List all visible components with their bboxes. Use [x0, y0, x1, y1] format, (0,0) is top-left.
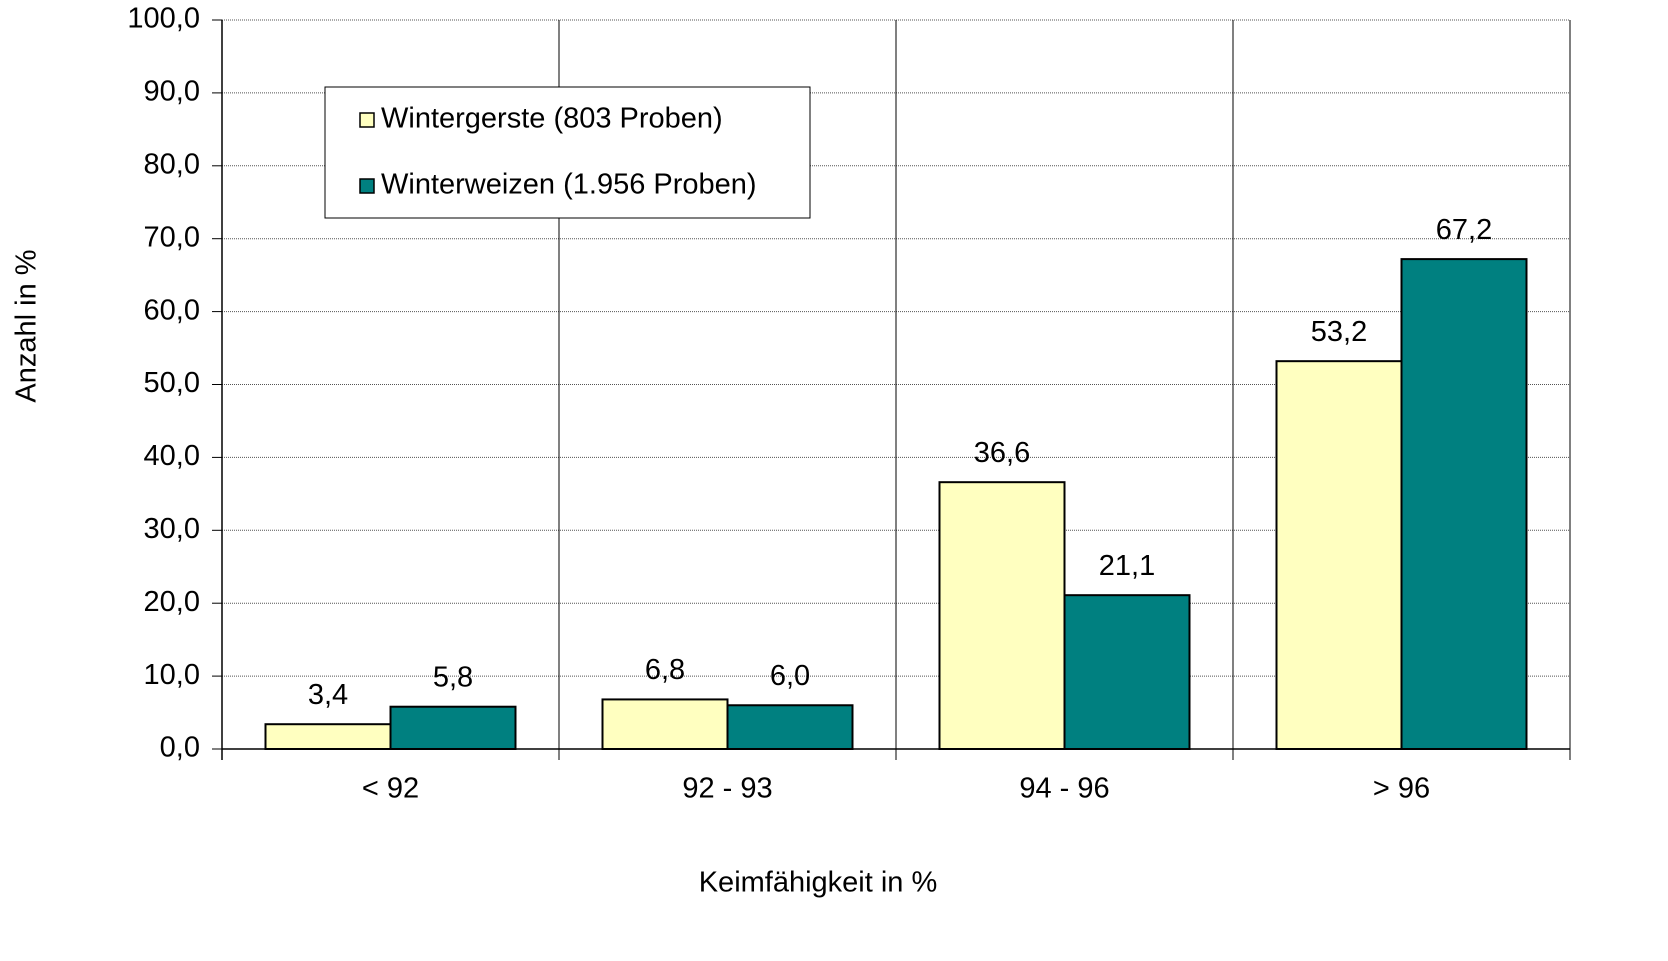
data-label: 67,2 [1436, 214, 1492, 246]
x-tick-label: > 96 [1373, 773, 1430, 805]
y-tick-label: 100,0 [127, 3, 200, 35]
y-tick-label: 0,0 [160, 732, 200, 764]
bar [1400, 258, 1528, 750]
data-label: 5,8 [433, 661, 473, 693]
y-tick-label: 60,0 [144, 294, 200, 326]
x-tick-label: < 92 [362, 773, 419, 805]
data-label: 53,2 [1311, 316, 1367, 348]
bar [1275, 360, 1403, 750]
bar [1063, 594, 1191, 751]
y-tick-label: 30,0 [144, 513, 200, 545]
data-label: 6,8 [645, 654, 685, 686]
y-tick-label: 50,0 [144, 367, 200, 399]
y-axis-label: Anzahl in % [11, 249, 43, 402]
bar [389, 705, 517, 751]
legend-box [324, 86, 811, 219]
y-tick-label: 20,0 [144, 586, 200, 618]
bar [726, 704, 854, 751]
y-tick-label: 80,0 [144, 148, 200, 180]
y-tick-label: 70,0 [144, 221, 200, 253]
bar [601, 698, 729, 750]
legend-swatch [359, 178, 375, 194]
y-tick-label: 40,0 [144, 440, 200, 472]
legend-swatch [359, 112, 375, 128]
data-label: 3,4 [308, 679, 348, 711]
legend-label: Winterweizen (1.956 Proben) [381, 169, 757, 201]
x-tick-label: 92 - 93 [682, 773, 772, 805]
data-label: 6,0 [770, 660, 810, 692]
data-label: 21,1 [1099, 550, 1155, 582]
x-tick-label: 94 - 96 [1019, 773, 1109, 805]
bar [264, 723, 392, 750]
x-axis-label: Keimfähigkeit in % [699, 867, 938, 899]
legend-label: Wintergerste (803 Proben) [381, 103, 723, 135]
y-tick-label: 10,0 [144, 659, 200, 691]
bar [938, 481, 1066, 750]
y-tick-label: 90,0 [144, 76, 200, 108]
data-label: 36,6 [974, 437, 1030, 469]
